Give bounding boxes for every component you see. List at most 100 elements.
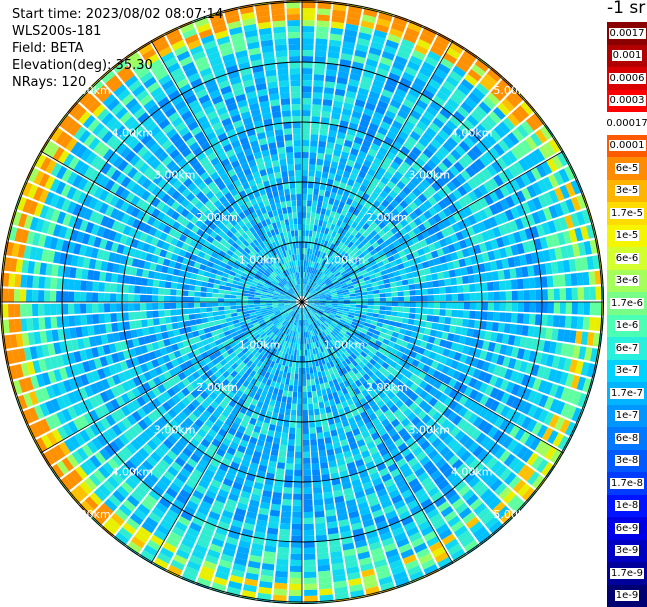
scan-gate <box>389 360 398 369</box>
scan-gate <box>447 411 458 422</box>
scan-gate <box>285 402 292 410</box>
scan-gate <box>402 261 411 268</box>
scan-gate <box>459 434 470 446</box>
scan-gate <box>368 446 379 455</box>
scan-gate <box>251 411 259 420</box>
scan-gate <box>333 318 340 323</box>
scan-gate <box>458 55 474 68</box>
scan-gate <box>273 362 279 370</box>
scan-gate <box>302 134 310 141</box>
scan-gate <box>557 435 570 451</box>
scan-gate <box>393 499 406 510</box>
scan-gate <box>305 284 308 291</box>
scan-gate <box>360 288 368 293</box>
scan-gate <box>399 328 407 335</box>
scan-gate <box>324 261 330 268</box>
scan-gate <box>487 311 494 321</box>
scan-gate <box>348 288 355 292</box>
scan-gate <box>165 274 173 282</box>
scan-gate <box>331 303 338 306</box>
scan-gate <box>338 278 345 283</box>
scan-gate <box>316 311 323 316</box>
scan-gate <box>486 228 496 240</box>
scan-gate <box>556 260 565 274</box>
scan-gate <box>383 504 395 515</box>
scan-gate <box>501 98 515 112</box>
scan-gate <box>451 302 459 310</box>
scan-gate <box>20 289 27 302</box>
scan-gate <box>350 352 358 360</box>
scan-gate <box>322 287 329 291</box>
scan-gate <box>517 302 524 312</box>
scan-gate <box>413 217 423 226</box>
scan-gate <box>104 282 111 292</box>
scan-gate <box>516 445 529 460</box>
scan-gate <box>298 319 301 326</box>
scan-gate <box>317 257 322 264</box>
scan-gate <box>463 194 473 205</box>
scan-gate <box>503 269 511 280</box>
scan-gate <box>316 432 324 440</box>
scan-gate <box>327 272 334 278</box>
scan-gate <box>431 344 439 353</box>
scan-gate <box>291 336 295 344</box>
scan-gate <box>147 270 156 279</box>
scan-gate <box>526 184 537 198</box>
scan-gate <box>383 185 392 195</box>
scan-gate <box>442 141 454 153</box>
scan-gate <box>303 278 306 285</box>
scan-gate <box>425 174 435 185</box>
scan-gate <box>377 100 389 110</box>
scan-gate <box>392 93 405 104</box>
scan-gate <box>357 211 365 220</box>
scan-gate <box>437 556 452 569</box>
scan-gate <box>354 310 362 315</box>
scan-gate <box>318 280 325 286</box>
scan-gate <box>333 328 340 334</box>
scan-gate <box>322 220 328 228</box>
scan-gate <box>377 427 387 437</box>
scan-gate <box>361 568 375 578</box>
scan-gate <box>355 272 363 278</box>
scan-gate <box>575 211 586 226</box>
scan-gate <box>532 392 543 406</box>
scan-gate <box>254 444 264 453</box>
scan-gate <box>462 50 477 63</box>
scan-gate <box>339 182 347 190</box>
scan-gate <box>283 487 293 494</box>
scan-gate <box>531 338 540 351</box>
scan-gate <box>527 325 535 337</box>
scan-gate <box>324 190 331 198</box>
scan-gate <box>454 525 468 538</box>
scan-gate <box>348 337 356 344</box>
scan-gate <box>316 207 322 214</box>
scan-gate <box>466 149 479 162</box>
scan-gate <box>370 347 378 355</box>
scan-gate <box>251 431 260 439</box>
scan-gate <box>380 354 388 362</box>
scan-gate <box>343 379 350 388</box>
scan-gate <box>313 492 323 500</box>
scan-gate <box>354 216 362 224</box>
scan-gate <box>62 303 69 315</box>
scan-gate <box>134 285 141 294</box>
scan-gate <box>346 566 360 575</box>
scan-gate <box>310 373 315 380</box>
scan-gate <box>181 571 197 583</box>
scan-gate <box>196 538 210 549</box>
scan-gate <box>481 453 494 466</box>
scan-gate <box>345 184 353 193</box>
scan-gate <box>200 286 208 292</box>
scan-gate <box>513 255 522 267</box>
scan-gate <box>381 537 395 547</box>
scan-gate <box>447 333 455 342</box>
scan-gate <box>271 497 282 505</box>
scan-gate <box>421 61 436 73</box>
scan-gate <box>346 282 354 287</box>
scan-gate <box>349 304 356 308</box>
scan-gate <box>274 431 282 439</box>
scan-gate <box>234 557 248 567</box>
scan-gate <box>275 474 284 482</box>
scan-gate <box>408 191 418 201</box>
